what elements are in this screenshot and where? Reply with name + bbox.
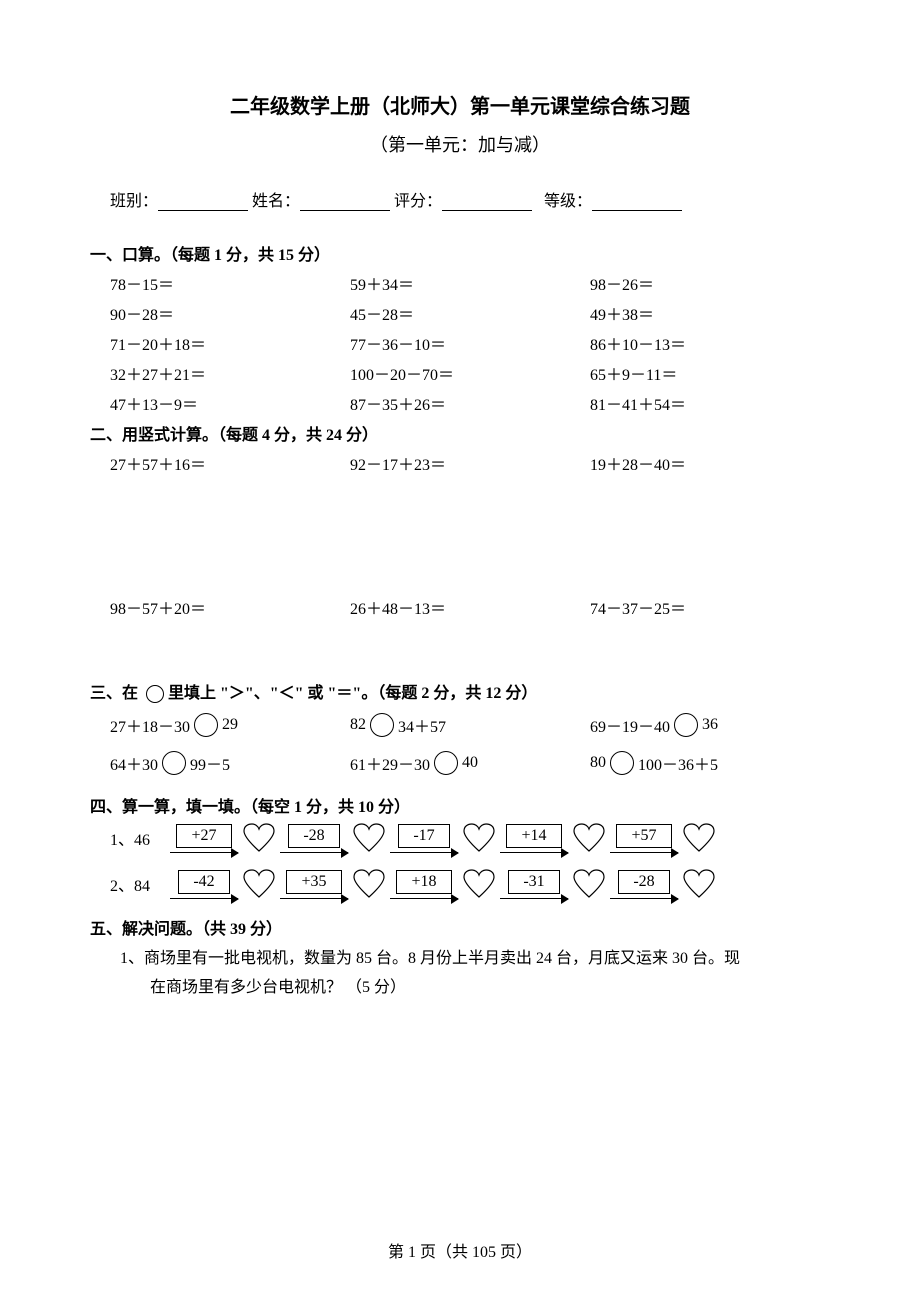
heart-blank[interactable] (352, 823, 386, 853)
student-info-line: 班别： 姓名： 评分： 等级： (90, 187, 830, 211)
section3-grid: 27＋18－3029 8234＋57 69－19－4036 64＋3099－5 … (90, 713, 830, 775)
section4-heading: 四、算一算，填一填。（每空 1 分，共 10 分） (90, 793, 830, 817)
arrow-icon (170, 852, 238, 854)
chain-row: 1、46+27 -28 -17 +14 +57 (90, 823, 830, 853)
operation-box: -17 (398, 824, 449, 848)
chain-label: 1、46 (110, 826, 170, 850)
s3-item: 69－19－4036 (590, 713, 830, 737)
chain-step: +57 (610, 824, 678, 854)
page-footer: 第 1 页（共 105 页） (0, 1238, 920, 1262)
arrow-icon (390, 898, 458, 900)
chain-step: +18 (390, 870, 458, 900)
heart-blank[interactable] (242, 823, 276, 853)
section2-heading: 二、用竖式计算。（每题 4 分，共 24 分） (90, 421, 830, 445)
s1-cell: 87－35＋26＝ (350, 391, 590, 415)
chain-step: +14 (500, 824, 568, 854)
section1-heading: 一、口算。（每题 1 分，共 15 分） (90, 241, 830, 265)
chain-step: -31 (500, 870, 568, 900)
chain-step: -28 (610, 870, 678, 900)
s1-cell: 71－20＋18＝ (110, 331, 350, 355)
circle-blank[interactable] (434, 751, 458, 775)
circle-blank[interactable] (194, 713, 218, 737)
circle-blank[interactable] (674, 713, 698, 737)
arrow-icon (500, 852, 568, 854)
class-label: 班别： (110, 193, 158, 210)
heart-blank[interactable] (682, 869, 716, 899)
circle-blank[interactable] (370, 713, 394, 737)
chain-step: +27 (170, 824, 238, 854)
score-blank[interactable] (442, 193, 532, 211)
class-blank[interactable] (158, 193, 248, 211)
s2-cell: 26＋48－13＝ (350, 595, 590, 619)
name-blank[interactable] (300, 193, 390, 211)
s1-cell: 98－26＝ (590, 271, 830, 295)
arrow-icon (500, 898, 568, 900)
s1-cell: 81－41＋54＝ (590, 391, 830, 415)
s2-cell: 27＋57＋16＝ (110, 451, 350, 475)
page-title: 二年级数学上册（北师大）第一单元课堂综合练习题 (90, 90, 830, 119)
operation-box: -28 (618, 870, 669, 894)
s1-cell: 86＋10－13＝ (590, 331, 830, 355)
section1-grid: 78－15＝ 59＋34＝ 98－26＝ 90－28＝ 45－28＝ 49＋38… (90, 271, 830, 415)
section2-grid: 27＋57＋16＝ 92－17＋23＝ 19＋28－40＝ 98－57＋20＝ … (90, 451, 830, 619)
arrow-icon (610, 852, 678, 854)
operation-box: +57 (616, 824, 671, 848)
s1-cell: 78－15＝ (110, 271, 350, 295)
heart-blank[interactable] (572, 823, 606, 853)
s1-cell: 77－36－10＝ (350, 331, 590, 355)
s1-cell: 32＋27＋21＝ (110, 361, 350, 385)
score-label: 评分： (394, 193, 442, 210)
section5-heading: 五、解决问题。（共 39 分） (90, 915, 830, 939)
s1-cell: 65＋9－11＝ (590, 361, 830, 385)
arrow-icon (280, 852, 348, 854)
s5-q1-line1: 1、商场里有一批电视机，数量为 85 台。8 月份上半月卖出 24 台，月底又运… (90, 945, 830, 974)
chain-label: 2、84 (110, 872, 170, 896)
page-subtitle: （第一单元：加与减） (90, 131, 830, 157)
circle-blank[interactable] (610, 751, 634, 775)
chain-step: -42 (170, 870, 238, 900)
s3-item: 80100－36＋5 (590, 751, 830, 775)
s1-cell: 100－20－70＝ (350, 361, 590, 385)
s1-cell: 47＋13－9＝ (110, 391, 350, 415)
circle-blank[interactable] (162, 751, 186, 775)
operation-box: -31 (508, 870, 559, 894)
heart-blank[interactable] (462, 823, 496, 853)
chain-step: -17 (390, 824, 458, 854)
s1-cell: 49＋38＝ (590, 301, 830, 325)
heart-blank[interactable] (352, 869, 386, 899)
chain-step: +35 (280, 870, 348, 900)
arrow-icon (170, 898, 238, 900)
s3-item: 8234＋57 (350, 713, 590, 737)
operation-box: +35 (286, 870, 341, 894)
chain-step: -28 (280, 824, 348, 854)
heart-blank[interactable] (682, 823, 716, 853)
s3-item: 27＋18－3029 (110, 713, 350, 737)
name-label: 姓名： (252, 193, 300, 210)
section3-heading: 三、在 里填上 "＞"、"＜" 或 "＝"。（每题 2 分，共 12 分） (90, 679, 830, 703)
s5-q1-line2: 在商场里有多少台电视机？ （5 分） (90, 974, 830, 1003)
s2-cell: 92－17＋23＝ (350, 451, 590, 475)
s1-cell: 90－28＝ (110, 301, 350, 325)
s1-cell: 45－28＝ (350, 301, 590, 325)
arrow-icon (390, 852, 458, 854)
s3-item: 64＋3099－5 (110, 751, 350, 775)
operation-box: -42 (178, 870, 229, 894)
chain-row: 2、84 -42 +35 +18 -31 -28 (90, 869, 830, 899)
s2-cell: 98－57＋20＝ (110, 595, 350, 619)
arrow-icon (280, 898, 348, 900)
grade-label: 等级： (544, 193, 592, 210)
heart-blank[interactable] (462, 869, 496, 899)
heart-blank[interactable] (242, 869, 276, 899)
operation-box: +18 (396, 870, 451, 894)
s2-cell: 74－37－25＝ (590, 595, 830, 619)
heart-blank[interactable] (572, 869, 606, 899)
operation-box: -28 (288, 824, 339, 848)
operation-box: +27 (176, 824, 231, 848)
s1-cell: 59＋34＝ (350, 271, 590, 295)
operation-box: +14 (506, 824, 561, 848)
s2-cell: 19＋28－40＝ (590, 451, 830, 475)
arrow-icon (610, 898, 678, 900)
grade-blank[interactable] (592, 193, 682, 211)
s3-item: 61＋29－3040 (350, 751, 590, 775)
